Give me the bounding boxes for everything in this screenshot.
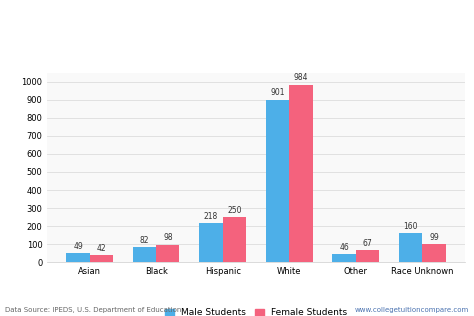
- Bar: [156, 245, 180, 262]
- Bar: [133, 247, 156, 262]
- Text: 160: 160: [403, 222, 418, 231]
- Text: Data Source: IPEDS, U.S. Department of Education: Data Source: IPEDS, U.S. Department of E…: [5, 307, 181, 313]
- Text: 46: 46: [339, 243, 349, 252]
- Text: www.collegetuitioncompare.com: www.collegetuitioncompare.com: [355, 307, 469, 313]
- Bar: [223, 217, 246, 262]
- Bar: [266, 100, 289, 262]
- Legend: Male Students, Female Students: Male Students, Female Students: [161, 305, 351, 316]
- Text: Ulster County Community College Undergraduate Student Population By Race/Ethnici: Ulster County Community College Undergra…: [48, 16, 426, 25]
- Text: 901: 901: [270, 88, 285, 97]
- Text: 984: 984: [293, 73, 308, 82]
- Bar: [200, 223, 223, 262]
- Text: 218: 218: [204, 212, 218, 221]
- Text: 42: 42: [97, 244, 106, 252]
- Text: 49: 49: [73, 242, 83, 251]
- Bar: [66, 253, 90, 262]
- Bar: [356, 250, 379, 262]
- Text: 67: 67: [363, 239, 372, 248]
- Text: 250: 250: [227, 206, 242, 215]
- Bar: [289, 85, 312, 262]
- Text: Total Enrollment: 2,912 (Academic Year 2022-2023): Total Enrollment: 2,912 (Academic Year 2…: [112, 41, 362, 50]
- Text: 98: 98: [163, 234, 173, 242]
- Bar: [90, 255, 113, 262]
- Bar: [332, 254, 356, 262]
- Text: 82: 82: [140, 236, 149, 245]
- Bar: [399, 234, 422, 262]
- Bar: [422, 244, 446, 262]
- Text: 99: 99: [429, 233, 439, 242]
